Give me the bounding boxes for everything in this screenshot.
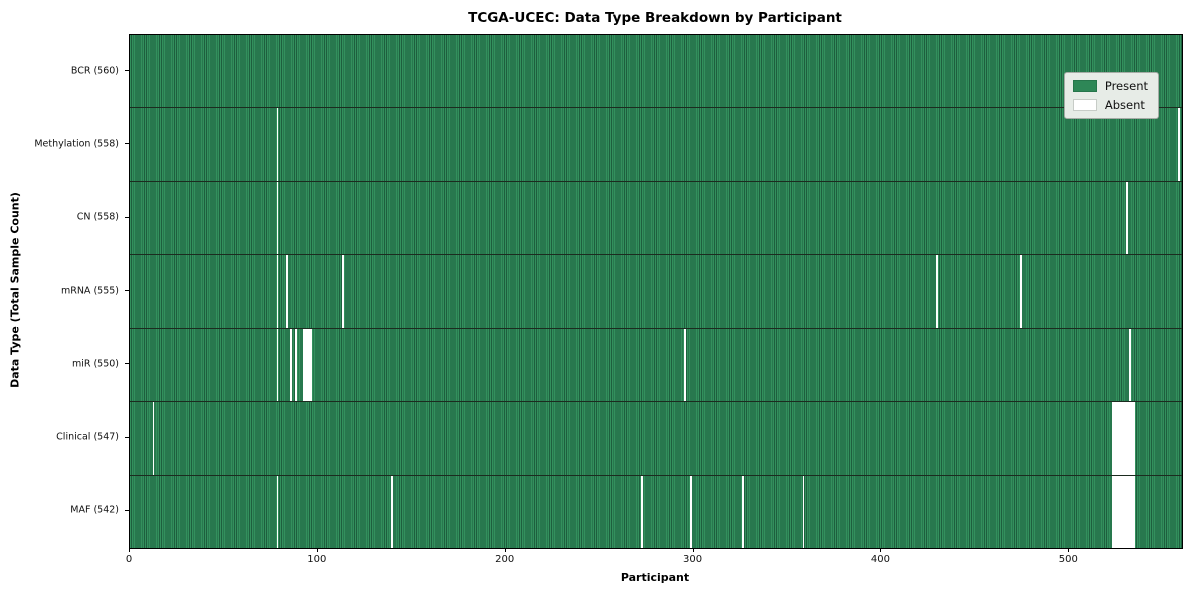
absent-bar	[1129, 475, 1132, 548]
absent-bar	[1112, 475, 1115, 548]
x-tick-mark	[880, 548, 882, 552]
x-tick-mark	[129, 548, 130, 552]
y-tick-mark	[125, 216, 129, 218]
x-tick-mark	[316, 548, 318, 552]
y-tick-label: BCR (560)	[70, 65, 119, 77]
absent-bar	[1114, 475, 1117, 548]
heatmap-row-mir	[130, 327, 1182, 402]
x-tick-mark	[1068, 548, 1070, 552]
absent-bar	[1127, 475, 1130, 548]
y-tick-mark	[125, 143, 129, 145]
absent-bar	[310, 328, 313, 402]
absent-bar	[1123, 402, 1126, 475]
y-tick-mark	[125, 290, 129, 291]
legend-item-present: Present	[1072, 79, 1148, 93]
absent-bar	[306, 328, 309, 402]
absent-bar	[276, 328, 279, 402]
x-tick-label: 0	[125, 554, 133, 565]
heatmap-rows	[130, 35, 1182, 548]
heatmap-row-bcr	[130, 35, 1182, 108]
y-tick-mark	[125, 363, 129, 365]
absent-bar	[1178, 108, 1181, 181]
absent-bar	[1133, 475, 1136, 548]
absent-bar	[1118, 475, 1120, 548]
x-tick-label: 500	[1058, 554, 1078, 565]
absent-bar	[1123, 475, 1126, 548]
absent-bar	[289, 328, 292, 402]
x-tick-label: 200	[495, 554, 515, 565]
absent-swatch-icon	[1072, 99, 1097, 111]
absent-bar	[302, 328, 305, 402]
plot-area: Present Absent	[129, 34, 1183, 549]
y-tick-mark	[125, 70, 129, 72]
absent-bar	[285, 255, 288, 328]
absent-bar	[1114, 402, 1117, 475]
absent-bar	[304, 328, 307, 402]
legend-label-present: Present	[1104, 79, 1148, 93]
absent-bar	[1112, 402, 1115, 475]
absent-bar	[1120, 475, 1122, 548]
absent-bar	[1127, 402, 1130, 475]
legend: Present Absent	[1063, 72, 1159, 119]
absent-bar	[1121, 475, 1124, 548]
absent-bar	[342, 255, 345, 328]
absent-bar	[1125, 181, 1128, 255]
x-axis-ticks: 0 100 200 300 400 500	[125, 548, 1181, 572]
absent-bar	[152, 402, 155, 475]
absent-bar	[689, 475, 692, 548]
absent-bar	[1129, 402, 1132, 475]
absent-bar	[1133, 402, 1136, 475]
absent-bar	[640, 475, 643, 548]
absent-bar	[742, 475, 745, 548]
absent-bar	[1129, 328, 1132, 402]
y-tick-mark	[125, 436, 129, 438]
x-tick-label: 300	[683, 554, 703, 565]
absent-bar	[1020, 255, 1023, 328]
absent-bar	[1125, 475, 1128, 548]
heatmap-row-mrna	[130, 254, 1182, 328]
absent-bar	[1131, 475, 1134, 548]
y-tick-label: Methylation (558)	[34, 138, 119, 150]
legend-label-absent: Absent	[1104, 98, 1145, 112]
y-tick-mark	[125, 509, 129, 511]
absent-bar	[1121, 402, 1124, 475]
heatmap-row-maf	[130, 474, 1182, 548]
absent-bar	[276, 255, 279, 328]
heatmap-row-clinical	[130, 401, 1182, 475]
heatmap-row-methylation	[130, 107, 1182, 181]
absent-bar	[391, 475, 393, 548]
heatmap-row-cn	[130, 180, 1182, 255]
y-tick-label: mRNA (555)	[60, 285, 119, 296]
absent-bar	[276, 181, 279, 255]
y-axis-ticks: BCR (560) Methylation (558) CN (558) mRNA (…	[0, 34, 129, 547]
absent-bar	[1125, 402, 1128, 475]
y-tick-label: MAF (542)	[70, 504, 119, 516]
absent-bar	[1116, 475, 1119, 548]
absent-bar	[295, 328, 298, 402]
x-axis-label: Participant	[620, 571, 690, 584]
x-tick-label: 400	[870, 554, 890, 565]
absent-bar	[276, 108, 279, 181]
absent-bar	[1131, 402, 1134, 475]
absent-bar	[1120, 402, 1122, 475]
present-swatch-icon	[1072, 80, 1097, 92]
y-tick-label: CN (558)	[76, 211, 119, 223]
absent-bar	[276, 475, 279, 548]
x-tick-mark	[692, 548, 694, 552]
absent-bar	[802, 475, 805, 548]
x-tick-label: 100	[307, 554, 327, 565]
x-tick-mark	[504, 548, 506, 552]
absent-bar	[308, 328, 311, 402]
y-tick-label: Clinical (547)	[56, 431, 119, 443]
absent-bar	[1118, 402, 1120, 475]
chart-title: TCGA-UCEC: Data Type Breakdown by Partic…	[468, 10, 842, 26]
absent-bar	[935, 255, 938, 328]
legend-item-absent: Absent	[1072, 98, 1148, 112]
absent-bar	[1116, 402, 1119, 475]
absent-bar	[684, 328, 687, 402]
y-tick-label: miR (550)	[71, 358, 119, 370]
